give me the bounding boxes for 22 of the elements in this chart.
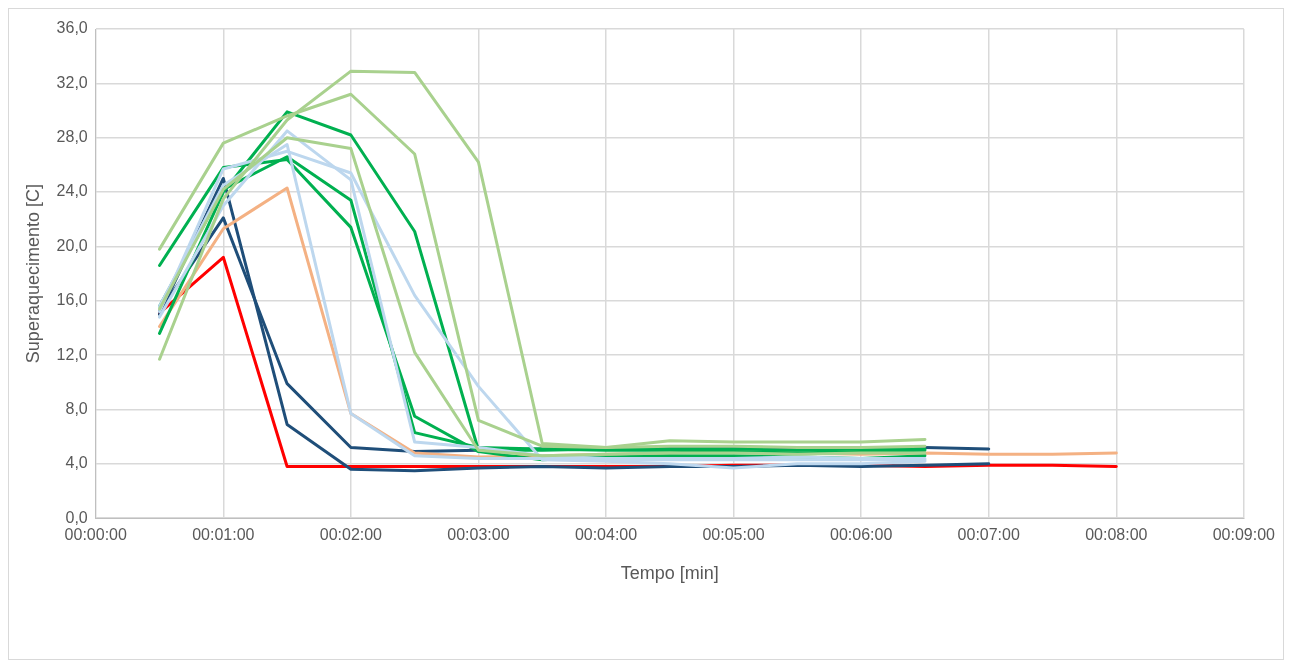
- y-tick-label: 24,0: [56, 182, 88, 200]
- y-tick-label: 20,0: [56, 236, 88, 254]
- y-tick-label: 32,0: [56, 73, 88, 91]
- x-tick-label: 00:07:00: [957, 526, 1020, 544]
- x-tick-label: 00:00:00: [64, 526, 127, 544]
- y-tick-label: 4,0: [65, 454, 88, 472]
- y-axis-title: Superaquecimento [C]: [22, 184, 43, 364]
- y-tick-label: 28,0: [56, 128, 88, 146]
- x-tick-label: 00:08:00: [1085, 526, 1148, 544]
- x-tick-label: 00:09:00: [1212, 526, 1276, 544]
- x-tick-label: 00:04:00: [574, 526, 638, 544]
- x-tick-label: 00:05:00: [702, 526, 765, 544]
- y-tick-label: 8,0: [65, 399, 88, 417]
- y-tick-label: 16,0: [56, 291, 88, 309]
- x-axis-title: Tempo [min]: [620, 563, 719, 584]
- x-tick-label: 00:02:00: [319, 526, 383, 544]
- x-tick-label: 00:03:00: [447, 526, 510, 544]
- x-tick-label: 00:01:00: [192, 526, 255, 544]
- y-tick-label: 0,0: [65, 508, 88, 526]
- y-tick-label: 12,0: [56, 345, 88, 363]
- x-tick-label: 00:06:00: [830, 526, 893, 544]
- y-tick-label: 36,0: [56, 19, 88, 37]
